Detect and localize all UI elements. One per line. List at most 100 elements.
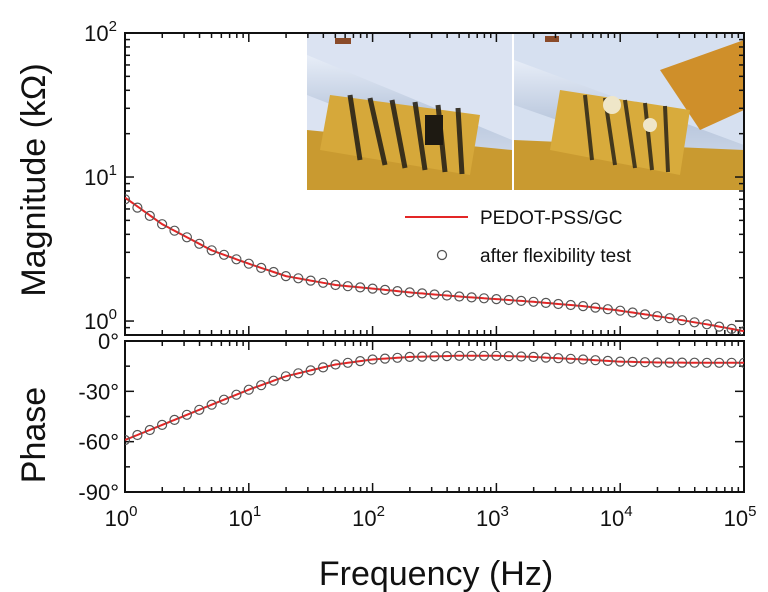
x-tick-label: 102 — [352, 503, 385, 531]
phase-data-point — [738, 357, 744, 368]
phase-data-point — [404, 351, 415, 362]
magnitude-data-point — [590, 302, 601, 313]
magnitude-data-point — [379, 284, 391, 295]
magnitude-data-point — [627, 307, 638, 318]
magnitude-data-point — [243, 258, 254, 269]
magnitude-data-point — [516, 295, 527, 306]
legend-circle-swatch — [436, 249, 448, 261]
magnitude-data-point — [293, 273, 304, 284]
phase-data-point — [441, 351, 452, 362]
magnitude-data-point — [664, 313, 675, 324]
phase-data-point — [330, 359, 341, 370]
x-tick-label: 100 — [105, 503, 138, 531]
magnitude-y-tick-labels: 100 101 102 — [84, 18, 117, 334]
magnitude-data-point — [577, 301, 589, 312]
magnitude-data-point — [280, 271, 291, 282]
magnitude-data-point — [466, 292, 477, 303]
phase-data-point — [528, 351, 539, 362]
phase-panel: 0°-30°-60°-90° 100 101 102 103 104 105 Phase … — [15, 329, 756, 592]
x-tick-label: 101 — [228, 503, 261, 531]
phase-data-point — [231, 389, 242, 400]
phase-data-point — [379, 353, 391, 364]
phase-data-point — [305, 365, 316, 376]
phase-data-point — [125, 434, 131, 446]
magnitude-data-point — [194, 238, 205, 249]
phase-data-point — [256, 380, 267, 391]
magnitude-data-point — [256, 262, 267, 273]
phase-data-point — [540, 352, 552, 363]
magnitude-data-point — [429, 289, 440, 300]
magnitude-data-point — [701, 319, 713, 330]
phase-data-point — [181, 409, 192, 420]
magnitude-data-point — [318, 277, 329, 288]
magnitude-data-point — [553, 298, 564, 310]
magnitude-data-point — [157, 219, 168, 230]
magnitude-data-point — [441, 290, 452, 301]
phase-data-point — [206, 399, 217, 410]
magnitude-data-point — [367, 283, 378, 294]
phase-series-line — [125, 354, 744, 441]
phase-data-point — [280, 371, 291, 382]
magnitude-data-point — [652, 311, 663, 322]
phase-ticks — [124, 340, 744, 493]
phase-data-point — [342, 357, 353, 368]
magnitude-data-point — [231, 254, 242, 265]
magnitude-data-point — [503, 294, 514, 306]
x-tick-labels: 100 101 102 103 104 105 — [105, 503, 757, 531]
phase-data-point — [503, 351, 514, 362]
magnitude-data-point — [528, 296, 539, 307]
magnitude-data-point — [478, 293, 490, 304]
phase-data-point — [194, 404, 205, 415]
magnitude-data-point — [342, 281, 353, 292]
phase-data-point — [639, 357, 651, 368]
phase-data-point — [615, 356, 626, 367]
magnitude-y-tick-label: 101 — [84, 162, 117, 190]
legend-label-pedot: PEDOT-PSS/GC — [480, 208, 623, 229]
phase-data-point — [689, 357, 700, 368]
magnitude-data-point — [169, 225, 180, 236]
magnitude-y-axis-title: Magnitude (kΩ) — [15, 63, 53, 296]
phase-data-point — [132, 429, 143, 441]
magnitude-data-point — [132, 202, 143, 213]
phase-data-point — [466, 350, 477, 361]
magnitude-data-point — [144, 210, 155, 221]
phase-data-point — [478, 350, 490, 361]
magnitude-data-point — [330, 279, 341, 291]
phase-plot-frame — [124, 340, 745, 493]
phase-data-point — [627, 356, 638, 367]
magnitude-data-point — [726, 323, 737, 334]
magnitude-data-point — [392, 286, 403, 297]
magnitude-ticks — [124, 32, 744, 336]
phase-y-axis-title: Phase — [15, 387, 53, 483]
phase-data-point — [318, 362, 329, 373]
phase-data-point — [577, 354, 589, 365]
magnitude-data-point — [615, 305, 626, 316]
phase-data-point — [367, 354, 378, 365]
phase-data-point — [392, 352, 403, 363]
phase-data-point — [293, 368, 304, 379]
magnitude-data-point — [491, 294, 502, 305]
magnitude-data-point — [540, 297, 552, 308]
magnitude-data-point — [639, 309, 651, 320]
phase-data-point — [243, 384, 254, 395]
phase-data-point — [491, 350, 502, 361]
phase-data-point — [169, 414, 180, 425]
magnitude-data-point — [206, 245, 217, 256]
phase-y-tick-label: -90° — [78, 480, 119, 505]
phase-data-point — [664, 357, 675, 368]
phase-data-point — [726, 357, 737, 368]
phase-series — [125, 350, 744, 446]
phase-data-point — [701, 357, 713, 368]
magnitude-data-point — [305, 275, 316, 286]
phase-data-point — [553, 353, 564, 364]
magnitude-panel: 100 101 102 Magnitude (kΩ) PEDOT-PSS/GC af… — [15, 18, 745, 336]
phase-data-point — [355, 356, 366, 367]
magnitude-data-point — [714, 321, 725, 332]
magnitude-series — [125, 194, 744, 335]
x-tick-label: 105 — [724, 503, 757, 531]
phase-data-point — [417, 351, 428, 362]
magnitude-data-point — [676, 315, 688, 326]
x-axis-title: Frequency (Hz) — [319, 555, 553, 592]
magnitude-y-tick-label: 100 — [84, 306, 117, 334]
